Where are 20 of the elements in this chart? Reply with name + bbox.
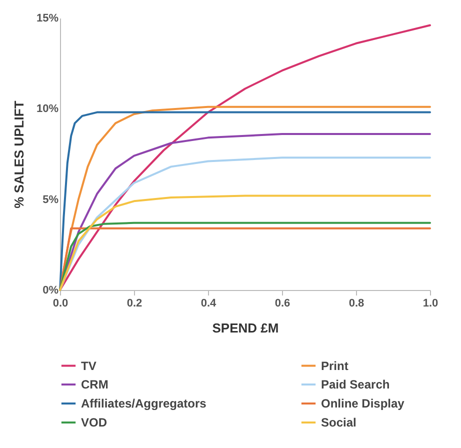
x-tick-label: 0.8 xyxy=(348,298,364,310)
x-tick-label: 0.6 xyxy=(274,298,290,310)
y-tick-label: 10% xyxy=(36,103,59,116)
x-tick-label: 0.2 xyxy=(126,298,142,310)
y-tick-label: 15% xyxy=(36,12,59,24)
legend-label: Paid Search xyxy=(321,378,390,392)
legend-label: Social xyxy=(321,416,356,430)
legend-label: Print xyxy=(321,358,348,373)
legend-label: TV xyxy=(81,358,96,373)
x-tick-label: 0.4 xyxy=(200,298,218,310)
legend-label: Affiliates/Aggregators xyxy=(81,396,207,410)
legend-label: CRM xyxy=(81,378,108,392)
y-axis-title: % SALES UPLIFT xyxy=(11,100,26,208)
y-tick-label: 0% xyxy=(42,284,59,296)
x-axis-title: SPEND £M xyxy=(212,320,279,336)
y-tick-label: 5% xyxy=(42,194,59,206)
legend-label: Online Display xyxy=(321,396,405,410)
x-tick-label: 1.0 xyxy=(422,298,438,310)
x-tick-label: 0.0 xyxy=(52,298,68,310)
legend-label: VOD xyxy=(81,416,108,430)
